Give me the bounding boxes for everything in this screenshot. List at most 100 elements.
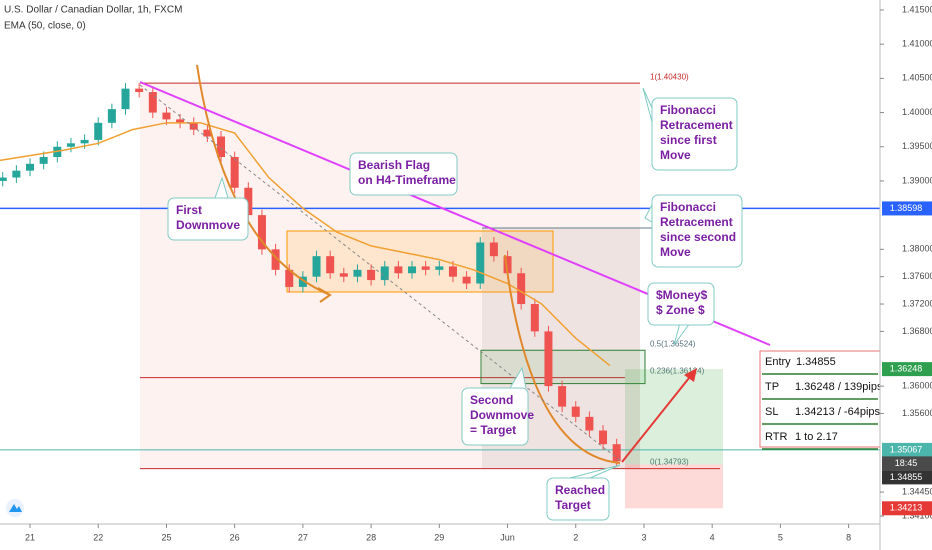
price-badge-label: 1.36248 — [890, 364, 923, 374]
candle-body — [189, 122, 198, 130]
candle-body — [26, 163, 35, 171]
candle-body — [612, 444, 621, 462]
callout-pointer — [642, 87, 653, 123]
summary-value: 1 to 2.17 — [795, 431, 838, 443]
candle-body — [39, 157, 48, 164]
callout-text: = Target — [470, 423, 516, 437]
x-tick-label: 22 — [93, 532, 103, 542]
candle-body — [94, 122, 103, 140]
candle-body — [298, 276, 307, 287]
candle-body — [135, 88, 144, 93]
summary-label: RTR — [765, 431, 787, 443]
candle-body — [0, 177, 7, 181]
curve-arrow — [317, 287, 332, 303]
x-tick-label: 8 — [846, 532, 851, 542]
candle-body — [148, 92, 157, 113]
fib-label: 0.236(1.36124) — [650, 367, 705, 376]
callout-box — [647, 282, 715, 326]
callout-box — [461, 387, 529, 446]
price-badge — [882, 362, 932, 377]
target-zone — [625, 369, 723, 465]
y-tick-label: 1.35600 — [902, 408, 932, 418]
price-badge — [882, 442, 932, 457]
callout-text: on H4-Timeframe — [358, 173, 456, 187]
price-badge — [882, 470, 932, 485]
candle-body — [230, 157, 239, 188]
candle-body — [257, 215, 266, 250]
x-tick-label: 2 — [573, 532, 578, 542]
price-badge — [882, 201, 932, 216]
callout-text: Downmove — [470, 408, 534, 422]
callout-text: Downmove — [176, 218, 240, 232]
x-tick-label: 27 — [298, 532, 308, 542]
y-tick-label: 1.36000 — [902, 380, 932, 390]
candle-body — [544, 331, 553, 387]
money-zone — [480, 349, 646, 385]
fib-label: 0.5(1.36524) — [650, 339, 696, 348]
candle-body — [476, 242, 485, 284]
candle-body — [271, 249, 280, 270]
callout-text: Move — [660, 148, 691, 162]
candle-body — [530, 304, 539, 332]
callout-box — [167, 197, 249, 241]
callout-text: Fibonacci — [660, 103, 716, 117]
y-tick-label: 1.41000 — [902, 39, 932, 49]
candle-body — [121, 88, 130, 110]
summary-label: SL — [765, 406, 778, 418]
x-tick-label: 28 — [366, 532, 376, 542]
candle-body — [571, 406, 580, 417]
price-badge-label: 1.34855 — [890, 472, 923, 482]
callout-box — [546, 477, 610, 521]
candle-body — [353, 269, 362, 277]
callout-text: Fibonacci — [660, 200, 716, 214]
y-tick-label: 1.37600 — [902, 271, 932, 281]
callout-text: since second — [660, 230, 736, 244]
candle-body — [408, 266, 417, 274]
candles — [0, 83, 621, 467]
summary-value: 1.34213 / -64pips — [795, 406, 881, 418]
price-badge-label: 18:45 — [895, 458, 918, 468]
candle-body — [394, 266, 403, 274]
candle-body — [448, 266, 457, 277]
callout-text: First — [176, 203, 202, 217]
callout-box — [651, 97, 738, 171]
candle-body — [12, 170, 21, 178]
candle-body — [585, 416, 594, 431]
fib-label: 1(1.40430) — [650, 72, 689, 81]
y-tick-label: 1.34100 — [902, 510, 932, 520]
callout-pointer — [509, 366, 527, 389]
x-tick-label: 5 — [778, 532, 783, 542]
y-tick-label: 1.40000 — [902, 107, 932, 117]
candle-body — [339, 273, 348, 277]
callout-text: Retracement — [660, 215, 733, 229]
candle-body — [176, 119, 185, 123]
stop-zone — [625, 464, 723, 509]
y-tick-label: 1.39000 — [902, 175, 932, 185]
y-tick-label: 1.37200 — [902, 298, 932, 308]
candle-body — [217, 136, 226, 158]
callout-box — [651, 194, 743, 268]
candle-body — [367, 269, 376, 281]
callout-text: Move — [660, 245, 691, 259]
target-arrow — [621, 372, 694, 463]
y-tick-label: 1.39500 — [902, 141, 932, 151]
candle-body — [462, 276, 471, 284]
callout-text: Bearish Flag — [358, 158, 430, 172]
callout-box — [349, 152, 458, 196]
candle-body — [66, 143, 75, 147]
candle-body — [517, 273, 526, 305]
x-tick-label: Jun — [500, 532, 515, 542]
candle-body — [421, 266, 430, 270]
logo-mark — [9, 504, 22, 512]
callout-pointer — [644, 204, 653, 223]
x-tick-label: 21 — [25, 532, 35, 542]
callout-pointer — [569, 464, 621, 479]
candle-body — [162, 112, 171, 120]
y-tick-label: 1.40500 — [902, 73, 932, 83]
candle-body — [80, 139, 89, 144]
symbol-title: U.S. Dollar / Canadian Dollar, 1h, FXCM — [4, 5, 182, 16]
candle-body — [380, 266, 389, 281]
candle-body — [435, 266, 444, 270]
